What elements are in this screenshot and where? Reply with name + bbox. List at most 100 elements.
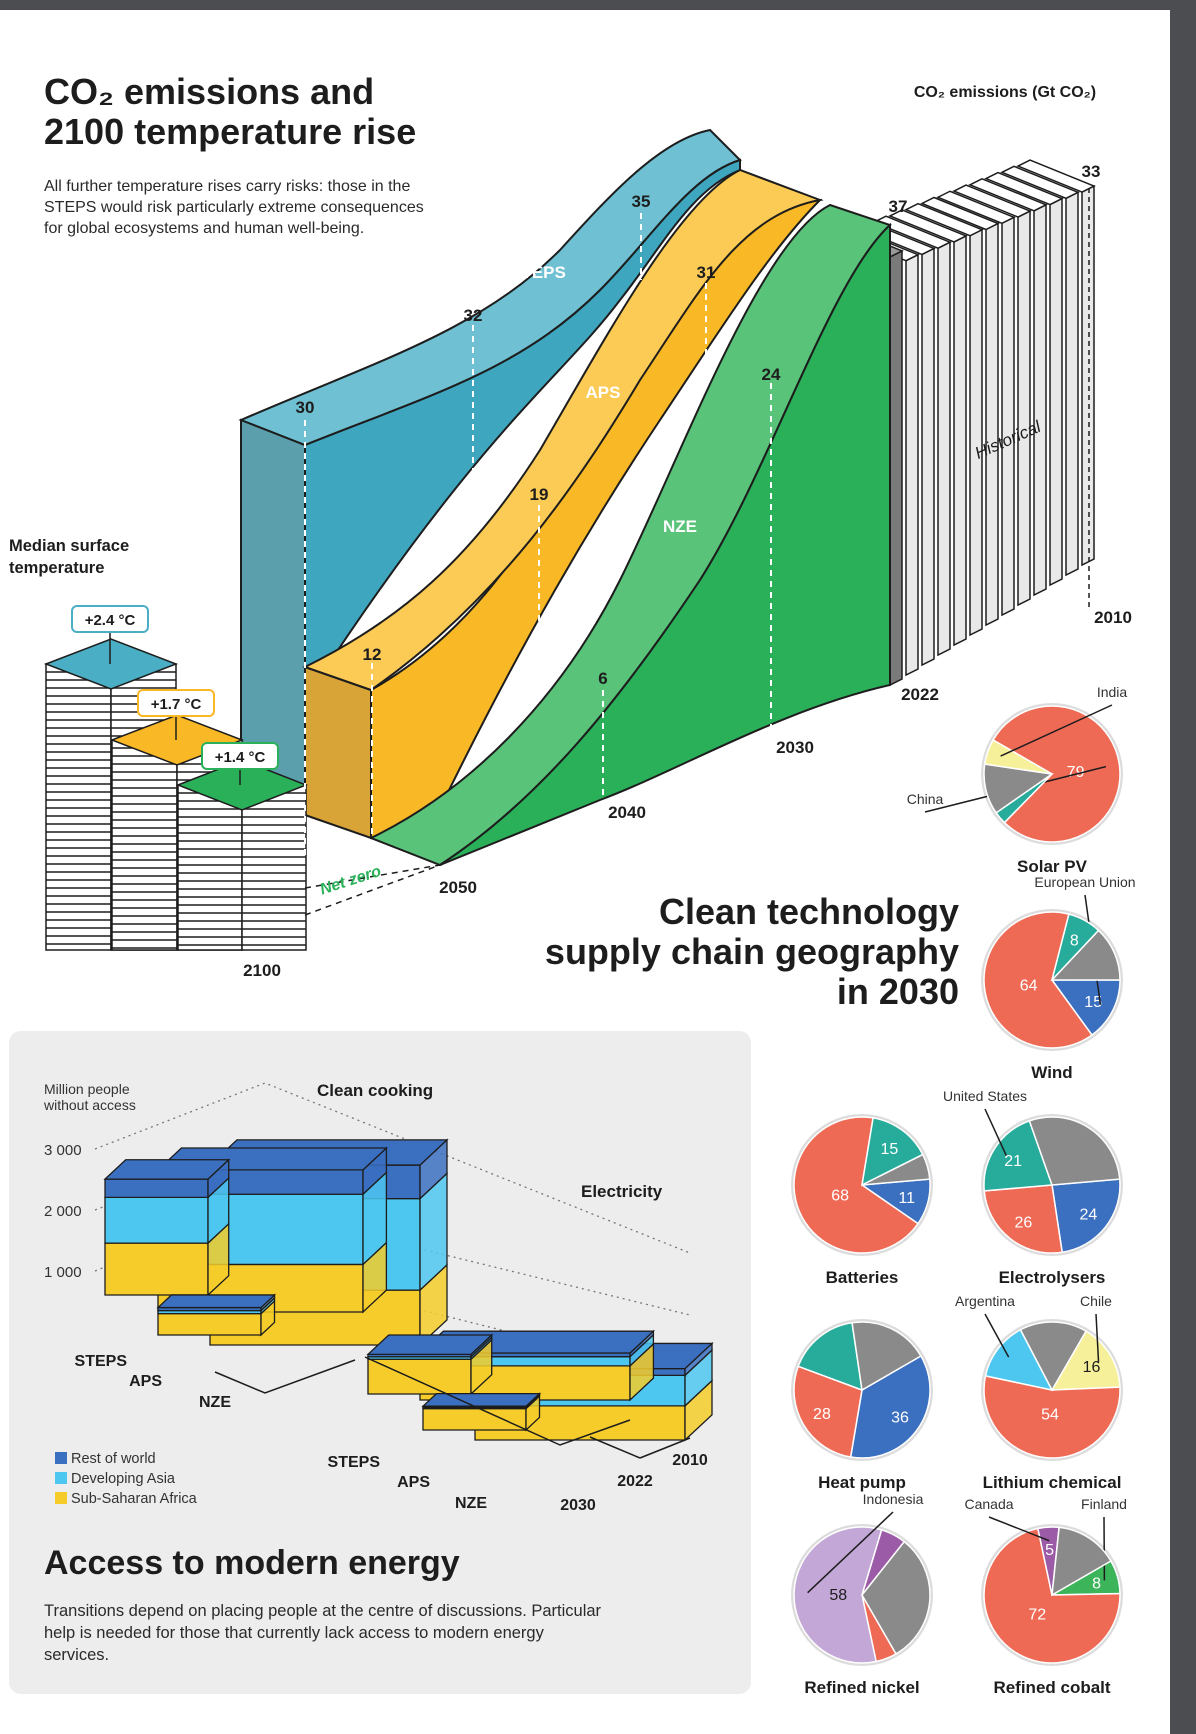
emission-value-labels: 30 32 35 19 31 12 6 24 37 33: [296, 162, 1101, 688]
access-year-2022: 2022: [617, 1473, 653, 1490]
access-chart: 3 000 2 000 1 000 Million people without…: [43, 1081, 714, 1514]
access-bar-top: [366, 1334, 494, 1355]
historical-slabs: [824, 159, 1096, 687]
value-guides: [304, 213, 772, 860]
temperature-label-2: temperature: [9, 559, 104, 577]
elec-aps: APS: [397, 1474, 430, 1491]
pie-slice: [992, 705, 1121, 843]
value-label: 32: [464, 306, 483, 325]
temp-badge-label: +1.4 °C: [215, 749, 266, 766]
legend-swatch-africa: [55, 1492, 67, 1504]
pie-slice-label: 26: [1015, 1214, 1033, 1231]
access-y-ticks: 3 000 2 000 1 000: [44, 1142, 82, 1281]
pie-callout-label: Finland: [1081, 1496, 1127, 1512]
access-bars: [103, 1138, 714, 1442]
pie-slice-label: 8: [1070, 932, 1079, 949]
historical-slab-top: [904, 202, 984, 237]
group-electricity: Electricity: [581, 1182, 663, 1201]
pie-slice: [1019, 1321, 1088, 1392]
pie-title: Heat pump: [818, 1473, 906, 1492]
historical-slab-top: [968, 177, 1048, 212]
emissions-title: CO₂ emissions and 2100 temperature rise: [44, 71, 417, 152]
access-bar-front: [104, 1196, 209, 1244]
pie-slice-label: 68: [831, 1187, 849, 1204]
temp-block-side: [241, 784, 307, 951]
historical-slab-side: [969, 228, 983, 637]
pie-slice-label: 72: [1028, 1607, 1046, 1624]
pie-slice-label: 21: [1004, 1153, 1022, 1170]
pie-callout-label: Canada: [964, 1496, 1013, 1512]
access-bar-top: [103, 1159, 231, 1180]
cooking-aps: APS: [129, 1373, 162, 1390]
pie-title: Electrolysers: [999, 1268, 1106, 1287]
historical-slab-side: [985, 222, 999, 627]
access-bar-front: [367, 1358, 472, 1395]
pie-slice-label: 11: [898, 1190, 915, 1207]
pie-slice: [849, 1354, 931, 1459]
pie-title: Refined nickel: [804, 1678, 919, 1697]
pie-callout-line: [988, 1516, 1050, 1542]
steps-top-face: [238, 128, 742, 447]
pie-slice: [851, 1321, 922, 1392]
pie-slice: [1050, 1330, 1121, 1391]
year-2030: 2030: [776, 738, 814, 757]
pie-title: Batteries: [826, 1268, 899, 1287]
historical-slab-top: [888, 209, 968, 243]
emissions-subtitle: All further temperature rises carry risk…: [44, 178, 424, 237]
pie-slice: [1051, 1526, 1112, 1597]
temp-badge: [71, 605, 149, 633]
tick-1000: 1 000: [44, 1264, 82, 1281]
pie-title: Wind: [1031, 1063, 1072, 1082]
group-clean-cooking: Clean cooking: [317, 1081, 433, 1100]
value-label: 24: [762, 365, 781, 384]
pie-callout-label: Indonesia: [863, 1491, 924, 1507]
pie-slice-label: 79: [1067, 764, 1085, 781]
temp-badge-label: +2.4 °C: [85, 612, 136, 629]
legend-swatch-asia: [55, 1472, 67, 1484]
historical-slab-side: [1049, 197, 1063, 587]
pie-title: Refined cobalt: [993, 1678, 1110, 1697]
temperature-badges: +2.4 °C +1.7 °C +1.4 °C: [71, 605, 279, 785]
access-bar-front: [157, 1313, 262, 1336]
pie-slice: [861, 1117, 924, 1187]
year-2100: 2100: [243, 961, 281, 980]
pie-slice: [793, 1526, 883, 1664]
pie-callout-label: European Union: [1034, 874, 1135, 890]
legend-africa: Sub-Saharan Africa: [71, 1491, 198, 1507]
supply-chain-pies: 79 China India Solar PV 15 European Union 64 8 W…: [791, 684, 1136, 1697]
access-ylabel-1: Million people: [44, 1081, 130, 1097]
pie-slice-label: 15: [881, 1141, 899, 1158]
tick-3000: 3 000: [44, 1142, 82, 1159]
historical-slab-top: [920, 196, 1000, 231]
pie-callout-line: [1095, 1313, 1100, 1362]
historical-slab-side: [1017, 209, 1031, 607]
access-subtitle: Transitions depend on placing people at …: [44, 1602, 602, 1664]
pie-slice-label: 5: [1045, 1542, 1054, 1559]
historical-slab-top: [984, 171, 1064, 206]
access-year-2010: 2010: [672, 1452, 708, 1469]
cooking-steps: STEPS: [75, 1353, 128, 1370]
net-zero-label: Net zero: [318, 863, 384, 899]
value-label: 19: [530, 485, 549, 504]
temp-badge-label: +1.7 °C: [151, 696, 202, 713]
elec-nze: NZE: [455, 1495, 487, 1512]
steps-label: STEPS: [510, 263, 566, 282]
pie-slice-label: 64: [1020, 977, 1038, 994]
year-2050: 2050: [439, 878, 477, 897]
temp-badge: [137, 689, 215, 717]
pie-slice-label: 8: [1092, 1576, 1101, 1593]
historical-slab-top: [1016, 159, 1096, 193]
temp-block-top: [43, 638, 179, 690]
access-ylabel-2: without access: [43, 1097, 136, 1113]
pie-slice-label: 36: [891, 1409, 909, 1426]
pie-slice: [1050, 979, 1121, 1037]
historical-slab-side: [937, 240, 951, 657]
pie-slice: [793, 1365, 863, 1458]
legend-swatch-rest: [55, 1452, 67, 1464]
nze-front-face: [439, 222, 891, 866]
aps-label: APS: [586, 383, 621, 402]
access-scenario-labels: STEPS APS NZE STEPS APS NZE 2010 2022 20…: [75, 1353, 708, 1514]
pie-callout-label: Chile: [1080, 1293, 1112, 1309]
pie-slice: [797, 1321, 863, 1392]
